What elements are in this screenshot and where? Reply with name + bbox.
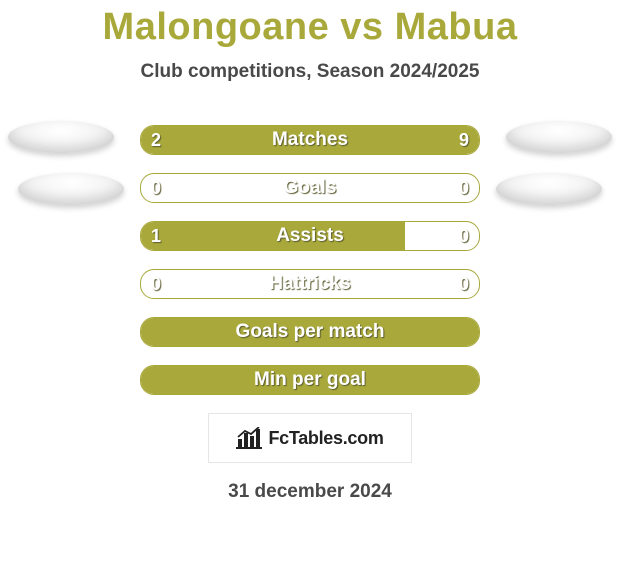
stat-row-assists: 1 Assists 0 — [140, 221, 480, 251]
stats-block: 2 Matches 9 0 Goals 0 1 Assists 0 0 Hatt… — [0, 125, 620, 395]
stat-row-goals: 0 Goals 0 — [140, 173, 480, 203]
page-subtitle: Club competitions, Season 2024/2025 — [0, 61, 620, 83]
stat-label: Matches — [141, 126, 479, 154]
stat-row-hattricks: 0 Hattricks 0 — [140, 269, 480, 299]
stat-row-matches: 2 Matches 9 — [140, 125, 480, 155]
stat-value-right: 0 — [459, 174, 469, 202]
brand-badge[interactable]: FcTables.com — [208, 413, 412, 463]
stat-row-min-per-goal: Min per goal — [140, 365, 480, 395]
comparison-card: Malongoane vs Mabua Club competitions, S… — [0, 0, 620, 580]
date-label: 31 december 2024 — [0, 481, 620, 503]
stat-value-right: 0 — [459, 222, 469, 250]
chart-icon — [236, 427, 262, 449]
stat-label: Goals — [141, 174, 479, 202]
stat-label: Assists — [141, 222, 479, 250]
stat-label: Hattricks — [141, 270, 479, 298]
brand-label: FcTables.com — [268, 428, 383, 449]
stat-value-right: 9 — [459, 126, 469, 154]
stat-label: Min per goal — [141, 366, 479, 394]
stat-label: Goals per match — [141, 318, 479, 346]
page-title: Malongoane vs Mabua — [0, 0, 620, 49]
stat-value-right: 0 — [459, 270, 469, 298]
stat-row-goals-per-match: Goals per match — [140, 317, 480, 347]
